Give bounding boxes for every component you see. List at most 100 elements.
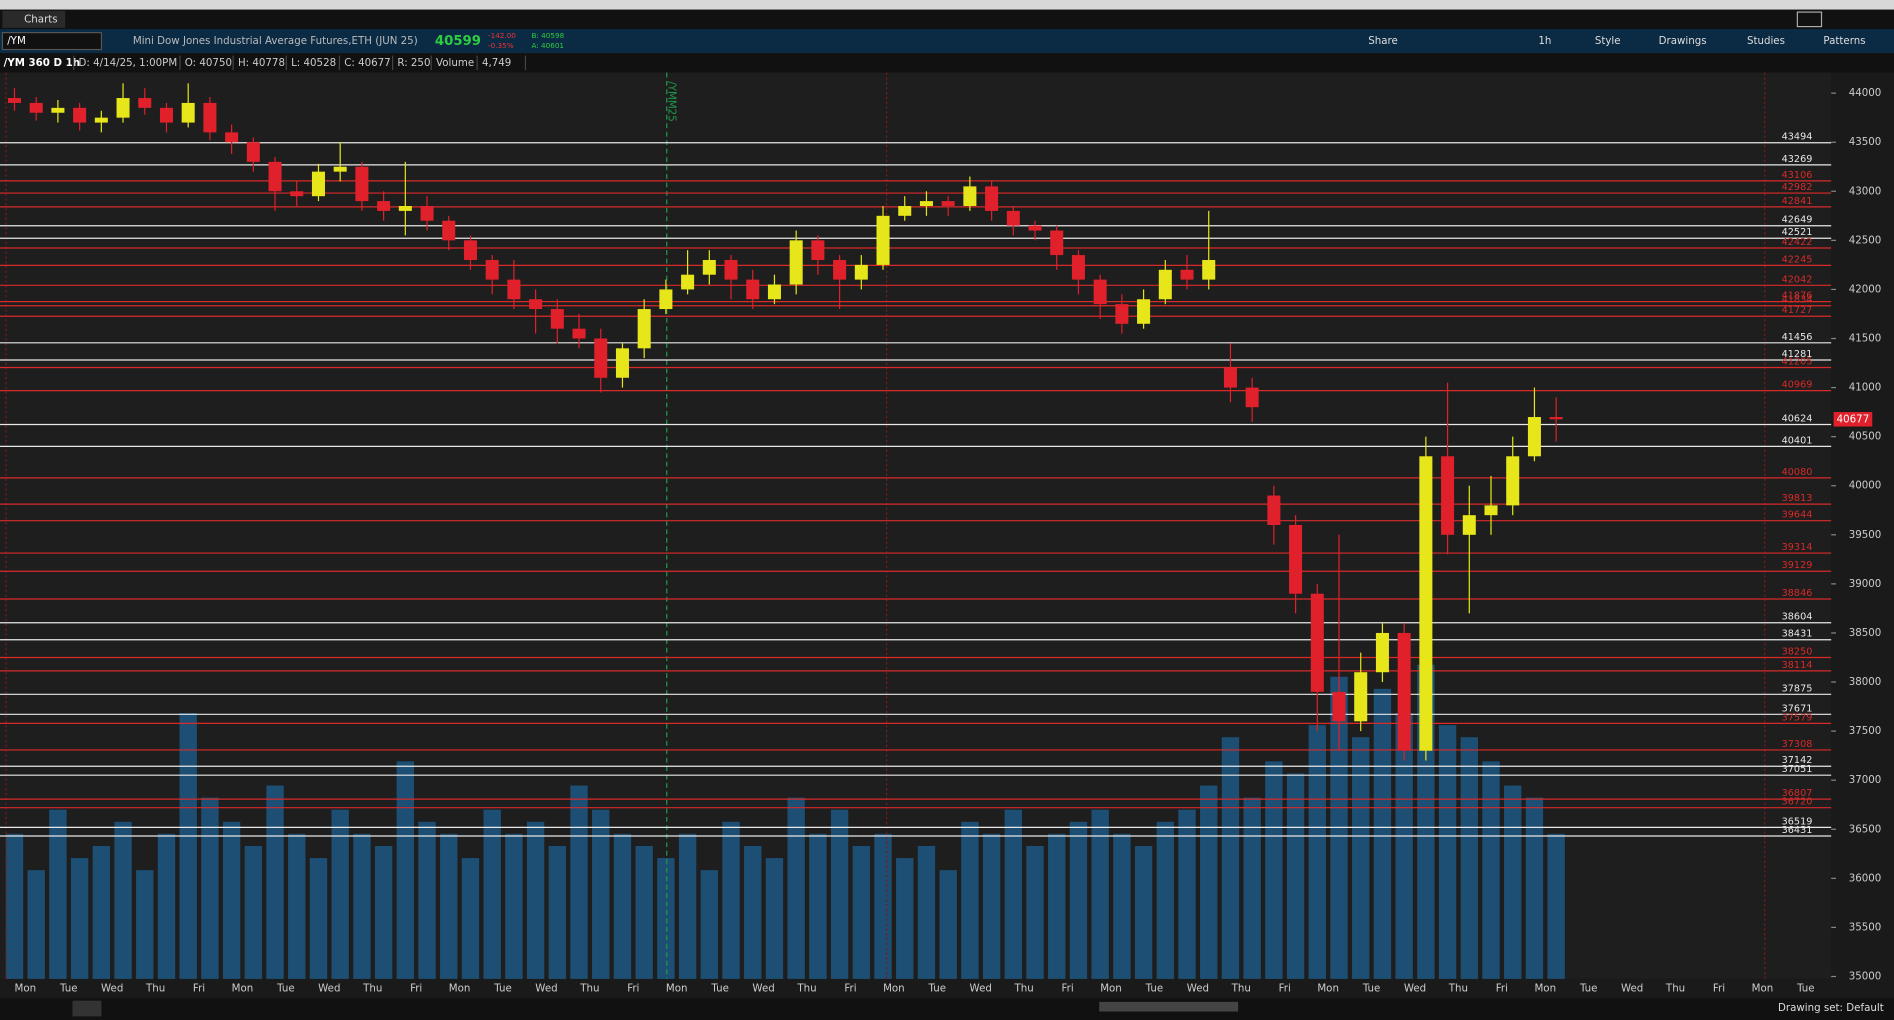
info-field: O: 40750 bbox=[185, 57, 232, 69]
x-tick-label: Thu bbox=[579, 983, 599, 995]
candle-body bbox=[420, 205, 434, 221]
level-label: 41205 bbox=[1782, 356, 1813, 367]
info-field: L: 40528 bbox=[291, 57, 336, 69]
candle-body bbox=[268, 161, 282, 192]
symbol-box[interactable] bbox=[1, 32, 103, 51]
candle-body bbox=[1289, 524, 1303, 594]
tab-label[interactable]: Charts bbox=[24, 13, 58, 25]
info-field: H: 40778 bbox=[238, 57, 285, 69]
toolbar bbox=[0, 29, 1894, 54]
candle-body bbox=[637, 309, 651, 349]
toolbar-button[interactable]: Share bbox=[1368, 35, 1398, 47]
tab[interactable] bbox=[2, 10, 66, 28]
info-bar bbox=[0, 53, 1894, 73]
volume-bar bbox=[1048, 833, 1066, 979]
volume-bar bbox=[678, 833, 697, 979]
volume-bar bbox=[114, 821, 132, 979]
y-tick-label: 43000 bbox=[1849, 185, 1882, 197]
x-tick-label: Mon bbox=[1752, 983, 1774, 995]
expand-button[interactable] bbox=[72, 1000, 102, 1017]
x-tick-label: Tue bbox=[276, 983, 295, 995]
candle-body bbox=[333, 166, 347, 172]
volume-bar bbox=[1134, 845, 1153, 979]
candle-body bbox=[1375, 632, 1389, 673]
toolbar-button[interactable]: Patterns bbox=[1823, 35, 1865, 47]
volume-bar bbox=[1265, 761, 1283, 979]
level-label: 43106 bbox=[1782, 170, 1813, 181]
candle-body bbox=[159, 107, 173, 123]
candle-body bbox=[1050, 230, 1064, 256]
candle-body bbox=[1419, 456, 1433, 751]
volume-bar bbox=[92, 845, 111, 979]
volume-bar bbox=[809, 833, 827, 979]
level-label: 41281 bbox=[1782, 349, 1813, 360]
y-tick-label: 38500 bbox=[1849, 627, 1882, 639]
level-label: 38114 bbox=[1782, 660, 1813, 671]
price-tag-label: 40677 bbox=[1837, 413, 1870, 425]
candle-body bbox=[1202, 259, 1216, 280]
level-label: 38250 bbox=[1782, 646, 1813, 657]
level-label: 42422 bbox=[1782, 237, 1813, 248]
x-tick-label: Tue bbox=[1579, 983, 1598, 995]
x-tick-label: Wed bbox=[318, 983, 340, 995]
candle-body bbox=[1462, 515, 1476, 535]
drawing-set: Drawing set: Default bbox=[1778, 1002, 1884, 1014]
toolbar-button[interactable]: Studies bbox=[1747, 35, 1785, 47]
volume-bar bbox=[1547, 833, 1565, 979]
x-tick-label: Thu bbox=[1665, 983, 1685, 995]
change-pct: -0.35% bbox=[488, 41, 514, 50]
volume-bar bbox=[1178, 809, 1196, 979]
x-tick-label: Wed bbox=[1404, 983, 1426, 995]
volume-bar bbox=[917, 845, 936, 979]
x-tick-label: Fri bbox=[1061, 983, 1073, 995]
toolbar-button[interactable]: Drawings bbox=[1659, 35, 1707, 47]
toolbar-button[interactable]: Style bbox=[1595, 35, 1621, 47]
candle-body bbox=[702, 259, 716, 275]
info-field: R: 250 bbox=[397, 57, 430, 69]
candle-body bbox=[919, 201, 933, 206]
x-tick-label: Tue bbox=[59, 983, 78, 995]
window-button[interactable] bbox=[1796, 11, 1823, 28]
candle-body bbox=[572, 328, 586, 339]
x-tick-label: Mon bbox=[1317, 983, 1339, 995]
volume-bar bbox=[266, 785, 284, 979]
symbol[interactable]: /YM bbox=[7, 35, 26, 47]
volume-bar bbox=[418, 821, 436, 979]
candle-body bbox=[1506, 456, 1520, 506]
volume-bar bbox=[1156, 821, 1174, 979]
y-tick-label: 36000 bbox=[1849, 872, 1882, 884]
candle-body bbox=[594, 338, 608, 378]
level-label: 36807 bbox=[1782, 788, 1813, 799]
candle-body bbox=[73, 107, 87, 123]
volume-bar bbox=[331, 809, 349, 979]
annotation: /YMM25 bbox=[666, 81, 678, 121]
info-field: D: 4/14/25, 1:00PM bbox=[79, 57, 178, 69]
x-tick-label: Fri bbox=[193, 983, 205, 995]
candle-body bbox=[51, 107, 65, 113]
candle-body bbox=[1332, 691, 1346, 722]
y-tick-label: 43500 bbox=[1849, 136, 1882, 148]
level-label: 39813 bbox=[1782, 493, 1813, 504]
change: -142.00 bbox=[488, 31, 516, 40]
candle-body bbox=[1397, 632, 1411, 751]
volume-bar bbox=[1460, 737, 1478, 979]
x-tick-label: Wed bbox=[1187, 983, 1209, 995]
x-tick-label: Fri bbox=[627, 983, 639, 995]
candle-body bbox=[681, 274, 695, 290]
candle-body bbox=[1245, 387, 1259, 408]
scrollbar[interactable] bbox=[1099, 1001, 1239, 1012]
y-tick-label: 41000 bbox=[1849, 382, 1882, 394]
volume-bar bbox=[744, 845, 762, 979]
candle-body bbox=[615, 348, 629, 378]
x-tick-label: Tue bbox=[1362, 983, 1381, 995]
candle-body bbox=[1028, 225, 1042, 231]
info-field: 4,749 bbox=[482, 57, 511, 69]
x-tick-label: Mon bbox=[883, 983, 905, 995]
toolbar-button[interactable]: 1h bbox=[1538, 35, 1551, 47]
candle-body bbox=[203, 102, 217, 133]
level-label: 42245 bbox=[1782, 254, 1813, 265]
x-tick-label: Fri bbox=[1279, 983, 1291, 995]
candle-body bbox=[1310, 593, 1324, 692]
volume-bar bbox=[700, 870, 719, 979]
